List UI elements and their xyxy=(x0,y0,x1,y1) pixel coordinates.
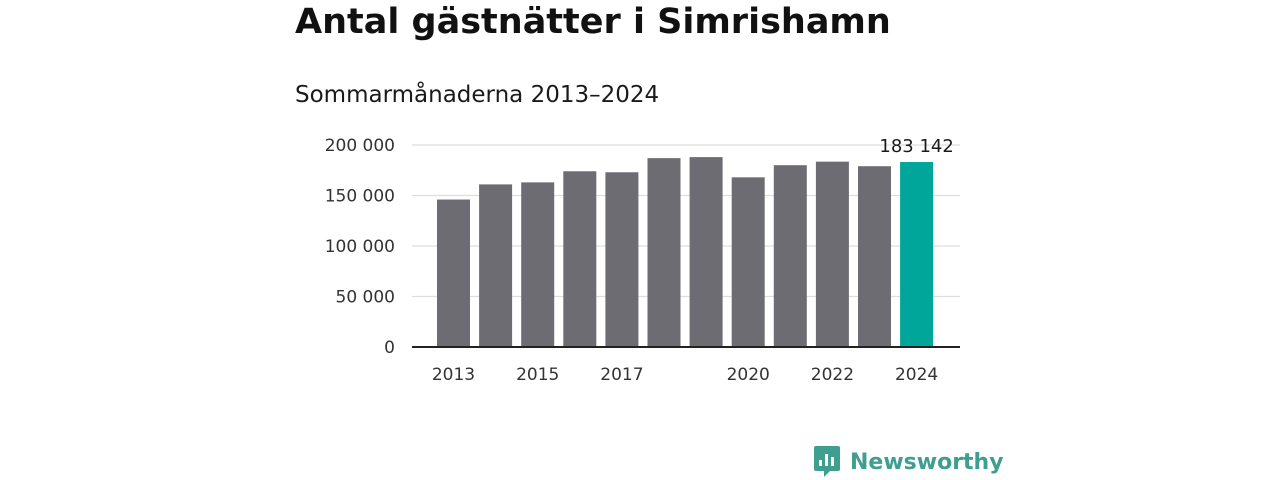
bars xyxy=(437,157,934,347)
bar-2021 xyxy=(773,165,807,347)
x-tick-label: 2022 xyxy=(811,365,854,385)
bar-2015 xyxy=(521,182,555,347)
bar-2020 xyxy=(731,177,765,347)
bar-2023 xyxy=(858,166,891,347)
x-tick-label: 2020 xyxy=(727,365,770,385)
bar-2016 xyxy=(563,171,597,347)
brand-name: Newsworthy xyxy=(850,449,1004,475)
newsworthy-brand: Newsworthy xyxy=(813,445,1004,479)
bar-2017 xyxy=(605,172,639,347)
bar-2022 xyxy=(815,161,849,347)
y-tick-label: 0 xyxy=(384,338,395,358)
newsworthy-logo-icon xyxy=(814,446,840,477)
chart-title: Antal gästnätter i Simrishamn xyxy=(295,2,891,42)
bar-2013 xyxy=(437,199,470,347)
y-axis-ticks: 0 50 000 100 000 150 000 200 000 xyxy=(325,136,395,358)
data-labels: 183 142 xyxy=(879,136,953,157)
y-tick-label: 100 000 xyxy=(325,237,395,257)
x-tick-label: 2013 xyxy=(432,365,475,385)
y-tick-label: 50 000 xyxy=(336,288,395,308)
x-axis-ticks: 2013 2015 2017 2020 2022 2024 xyxy=(432,365,938,385)
bar-2024 xyxy=(900,162,934,347)
data-label: 183 142 xyxy=(879,136,953,157)
x-tick-label: 2015 xyxy=(516,365,559,385)
bar-2014 xyxy=(479,184,513,347)
y-tick-label: 150 000 xyxy=(325,187,395,207)
chart-subtitle: Sommarmånaderna 2013–2024 xyxy=(295,82,660,108)
x-tick-label: 2024 xyxy=(895,365,938,385)
x-tick-label: 2017 xyxy=(600,365,643,385)
y-tick-label: 200 000 xyxy=(325,136,395,156)
bar-2019 xyxy=(689,157,723,347)
bar-2018 xyxy=(647,158,681,347)
